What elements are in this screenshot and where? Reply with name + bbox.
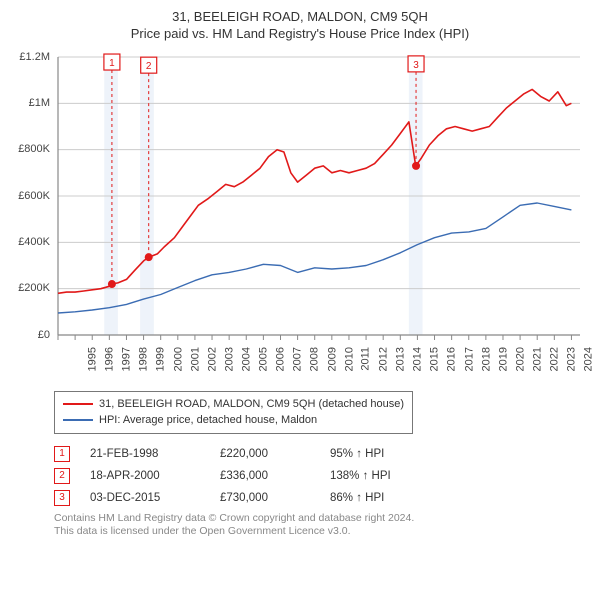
marker-pct: 138% ↑ HPI bbox=[330, 470, 440, 482]
x-tick-label: 2002 bbox=[206, 347, 218, 371]
x-tick-label: 2020 bbox=[514, 347, 526, 371]
x-tick-label: 2018 bbox=[480, 347, 492, 371]
x-tick-label: 1998 bbox=[138, 347, 150, 371]
marker-badge: 1 bbox=[54, 446, 70, 462]
x-tick-label: 2007 bbox=[292, 347, 304, 371]
marker-date: 21-FEB-1998 bbox=[90, 448, 200, 460]
x-tick-label: 2017 bbox=[463, 347, 475, 371]
y-tick-label: £0 bbox=[10, 329, 50, 341]
svg-text:1: 1 bbox=[109, 58, 115, 69]
x-tick-label: 1996 bbox=[104, 347, 116, 371]
footer-line-1: Contains HM Land Registry data © Crown c… bbox=[54, 512, 590, 526]
x-tick-label: 2009 bbox=[326, 347, 338, 371]
x-tick-label: 2008 bbox=[309, 347, 321, 371]
svg-text:2: 2 bbox=[146, 61, 152, 72]
x-tick-label: 2010 bbox=[343, 347, 355, 371]
x-tick-label: 2004 bbox=[241, 347, 253, 371]
y-tick-label: £800K bbox=[10, 143, 50, 155]
legend-label: 31, BEELEIGH ROAD, MALDON, CM9 5QH (deta… bbox=[99, 396, 404, 413]
y-tick-label: £200K bbox=[10, 282, 50, 294]
chart-area: 123 £0£200K£400K£600K£800K£1M£1.2M 19951… bbox=[10, 45, 590, 385]
marker-pct: 95% ↑ HPI bbox=[330, 448, 440, 460]
x-tick-label: 2005 bbox=[258, 347, 270, 371]
marker-dot bbox=[412, 161, 420, 169]
x-tick-label: 2011 bbox=[359, 347, 371, 371]
x-tick-label: 2015 bbox=[429, 347, 441, 371]
x-tick-label: 2006 bbox=[275, 347, 287, 371]
x-tick-label: 1995 bbox=[86, 347, 98, 371]
y-tick-label: £400K bbox=[10, 236, 50, 248]
marker-row: 3 03-DEC-2015 £730,000 86% ↑ HPI bbox=[54, 490, 590, 506]
marker-pct: 86% ↑ HPI bbox=[330, 492, 440, 504]
chart-container: 31, BEELEIGH ROAD, MALDON, CM9 5QH Price… bbox=[0, 0, 600, 590]
marker-table: 1 21-FEB-1998 £220,000 95% ↑ HPI 2 18-APR-200… bbox=[54, 446, 590, 506]
x-tick-label: 2012 bbox=[377, 347, 389, 371]
footer: Contains HM Land Registry data © Crown c… bbox=[54, 512, 590, 539]
svg-text:3: 3 bbox=[413, 59, 419, 70]
legend-item: HPI: Average price, detached house, Mald… bbox=[63, 412, 404, 429]
x-tick-label: 2003 bbox=[223, 347, 235, 371]
y-tick-label: £600K bbox=[10, 190, 50, 202]
x-tick-label: 2001 bbox=[189, 347, 201, 371]
x-tick-label: 2014 bbox=[412, 347, 424, 371]
chart-svg: 1 2 3 bbox=[10, 45, 590, 385]
x-tick-label: 2024 bbox=[583, 347, 595, 371]
marker-dot bbox=[108, 280, 116, 288]
footer-line-2: This data is licensed under the Open Gov… bbox=[54, 525, 590, 539]
title-line-1: 31, BEELEIGH ROAD, MALDON, CM9 5QH bbox=[10, 8, 590, 26]
marker-dot bbox=[145, 253, 153, 261]
x-tick-label: 1997 bbox=[121, 347, 133, 371]
legend: 31, BEELEIGH ROAD, MALDON, CM9 5QH (deta… bbox=[54, 391, 413, 434]
x-tick-label: 2000 bbox=[172, 347, 184, 371]
x-tick-label: 2019 bbox=[497, 347, 509, 371]
marker-date: 03-DEC-2015 bbox=[90, 492, 200, 504]
marker-row: 2 18-APR-2000 £336,000 138% ↑ HPI bbox=[54, 468, 590, 484]
marker-price: £220,000 bbox=[220, 448, 310, 460]
y-tick-label: £1.2M bbox=[10, 51, 50, 63]
legend-label: HPI: Average price, detached house, Mald… bbox=[99, 412, 317, 429]
marker-row: 1 21-FEB-1998 £220,000 95% ↑ HPI bbox=[54, 446, 590, 462]
x-tick-label: 2016 bbox=[446, 347, 458, 371]
y-tick-label: £1M bbox=[10, 97, 50, 109]
marker-badge: 3 bbox=[54, 490, 70, 506]
title-line-2: Price paid vs. HM Land Registry's House … bbox=[10, 26, 590, 41]
marker-badge: 2 bbox=[54, 468, 70, 484]
marker-price: £336,000 bbox=[220, 470, 310, 482]
x-tick-label: 2021 bbox=[531, 347, 543, 371]
legend-swatch bbox=[63, 419, 93, 421]
x-tick-label: 2022 bbox=[549, 347, 561, 371]
x-tick-label: 1999 bbox=[155, 347, 167, 371]
x-tick-label: 2013 bbox=[395, 347, 407, 371]
legend-item: 31, BEELEIGH ROAD, MALDON, CM9 5QH (deta… bbox=[63, 396, 404, 413]
marker-date: 18-APR-2000 bbox=[90, 470, 200, 482]
x-tick-label: 2023 bbox=[566, 347, 578, 371]
marker-price: £730,000 bbox=[220, 492, 310, 504]
legend-swatch bbox=[63, 403, 93, 405]
